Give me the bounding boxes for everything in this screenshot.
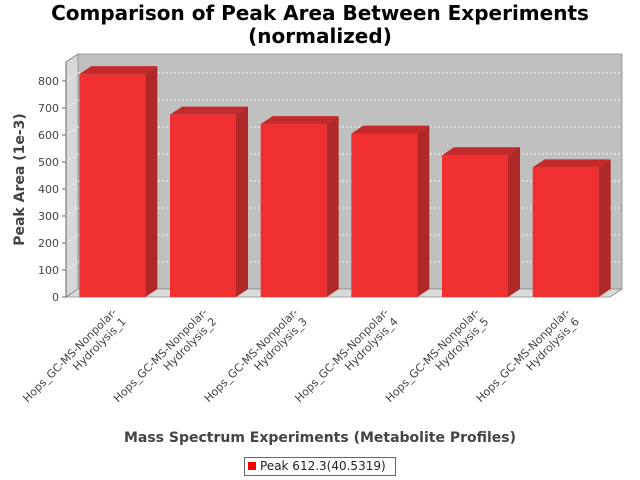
y-tick-label: 100 [38, 264, 59, 277]
chart-title: Comparison of Peak Area Between Experime… [0, 2, 640, 48]
y-tick-label: 200 [38, 237, 59, 250]
bar-side [236, 106, 248, 297]
y-tick-label: 700 [38, 102, 59, 115]
bar-side [598, 159, 611, 297]
bar-side [326, 116, 339, 297]
gridline-side [65, 234, 79, 244]
chart-title-line-2: (normalized) [248, 24, 392, 48]
gridline-side [65, 180, 79, 190]
bar-top [532, 159, 611, 168]
x-tick-label-line: Hops_GC-MS-Nonpolar- [111, 306, 210, 405]
legend: Peak 612.3(40.5319) [244, 457, 396, 476]
y-tick-label: 300 [38, 210, 59, 223]
x-tick-label-line: Hops_GC-MS-Nonpolar- [383, 306, 482, 405]
y-tick-label: 800 [38, 75, 59, 88]
y-tick-label: 600 [38, 129, 59, 142]
bar-top [442, 147, 520, 156]
bar [170, 106, 248, 297]
gridline-side [65, 126, 79, 136]
gridline-side [65, 261, 79, 271]
gridline-side [65, 207, 79, 217]
bar-front [442, 155, 508, 297]
y-tick-label: 500 [38, 156, 59, 169]
bar-side [508, 147, 520, 297]
bar-top [351, 125, 430, 134]
plot-side-wall [65, 53, 79, 298]
chart-title-line-1: Comparison of Peak Area Between Experime… [51, 1, 589, 25]
bar-top [170, 106, 248, 115]
bar [532, 159, 611, 297]
x-tick-label-line: Hops_GC-MS-Nonpolar- [202, 306, 301, 405]
bar-top [260, 116, 339, 125]
bar [79, 66, 158, 297]
y-axis-label: Peak Area (1e-3) [12, 113, 28, 246]
x-tick-label-line: Hops_GC-MS-Nonpolar- [474, 306, 573, 405]
x-tick-label: Hops_GC-MS-Nonpolar-Hydrolysis_6 [474, 306, 582, 414]
bar-front [351, 133, 418, 297]
bar [442, 147, 520, 297]
bar-side [145, 66, 158, 297]
bar-front [170, 114, 236, 297]
bar-side [417, 125, 430, 297]
bar-front [260, 124, 327, 297]
gridline-side [65, 153, 79, 163]
bar [260, 116, 339, 297]
x-axis-label: Mass Spectrum Experiments (Metabolite Pr… [123, 430, 517, 446]
bar-top [79, 66, 158, 75]
gridline-side [65, 99, 79, 109]
bar [351, 125, 430, 297]
legend-swatch [248, 462, 256, 470]
bar-front [79, 74, 146, 297]
y-tick-label: 400 [38, 183, 59, 196]
x-tick-label-line: Hops_GC-MS-Nonpolar- [292, 306, 391, 405]
gridline-side [65, 72, 79, 82]
x-tick-label-line: Hops_GC-MS-Nonpolar- [20, 306, 119, 405]
bar-front [532, 167, 599, 297]
y-tick-label: 0 [52, 291, 59, 304]
legend-label: Peak 612.3(40.5319) [260, 459, 386, 473]
